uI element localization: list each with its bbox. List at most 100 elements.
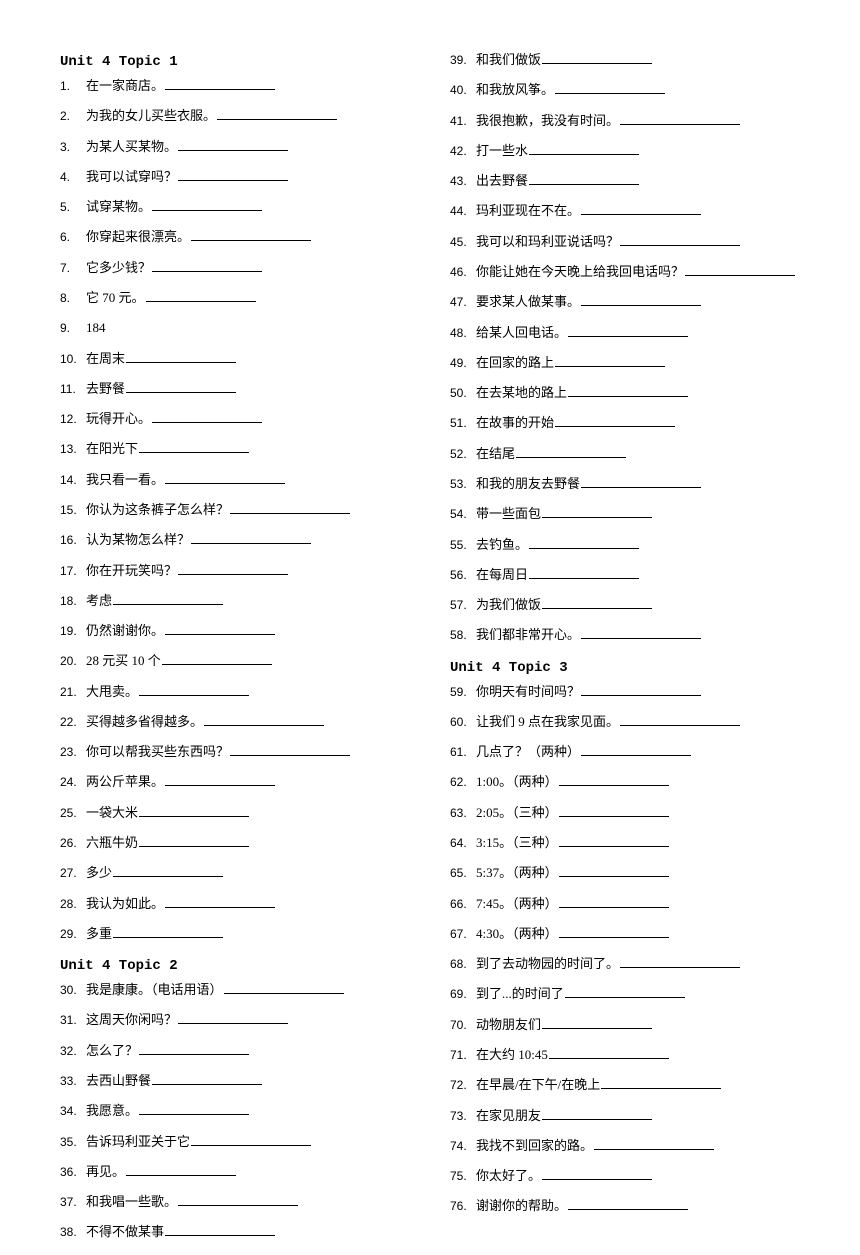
answer-blank[interactable]	[162, 653, 272, 665]
item-text: 不得不做某事	[86, 1224, 164, 1241]
item-text: 给某人回电话。	[476, 325, 567, 342]
answer-blank[interactable]	[204, 714, 324, 726]
answer-blank[interactable]	[559, 835, 669, 847]
answer-blank[interactable]	[542, 1108, 652, 1120]
answer-blank[interactable]	[620, 234, 740, 246]
answer-blank[interactable]	[581, 684, 701, 696]
answer-blank[interactable]	[139, 684, 249, 696]
answer-blank[interactable]	[165, 896, 275, 908]
answer-blank[interactable]	[139, 1043, 249, 1055]
list-item: 34.我愿意。	[60, 1103, 422, 1120]
answer-blank[interactable]	[542, 1017, 652, 1029]
answer-blank[interactable]	[165, 623, 275, 635]
answer-blank[interactable]	[165, 1224, 275, 1236]
item-text: 多少	[86, 865, 112, 882]
item-number: 44.	[450, 204, 476, 220]
list-item: 37.和我唱一些歌。	[60, 1194, 422, 1211]
answer-blank[interactable]	[126, 381, 236, 393]
answer-blank[interactable]	[126, 1164, 236, 1176]
answer-blank[interactable]	[178, 1194, 298, 1206]
answer-blank[interactable]	[568, 325, 688, 337]
answer-blank[interactable]	[555, 415, 675, 427]
answer-blank[interactable]	[549, 1047, 669, 1059]
answer-blank[interactable]	[113, 593, 223, 605]
answer-blank[interactable]	[516, 446, 626, 458]
list-item: 19.仍然谢谢你。	[60, 623, 422, 640]
answer-blank[interactable]	[178, 563, 288, 575]
answer-blank[interactable]	[152, 199, 262, 211]
answer-blank[interactable]	[542, 1168, 652, 1180]
answer-blank[interactable]	[113, 926, 223, 938]
answer-blank[interactable]	[685, 264, 795, 276]
answer-blank[interactable]	[559, 805, 669, 817]
answer-blank[interactable]	[191, 229, 311, 241]
answer-blank[interactable]	[620, 113, 740, 125]
answer-blank[interactable]	[139, 1103, 249, 1115]
answer-blank[interactable]	[529, 173, 639, 185]
answer-blank[interactable]	[152, 411, 262, 423]
answer-blank[interactable]	[581, 203, 701, 215]
item-text: 我是康康。（电话用语）	[86, 982, 223, 999]
item-text: 在去某地的路上	[476, 385, 567, 402]
answer-blank[interactable]	[165, 774, 275, 786]
answer-blank[interactable]	[126, 351, 236, 363]
item-text: 仍然谢谢你。	[86, 623, 164, 640]
answer-blank[interactable]	[568, 385, 688, 397]
item-number: 4.	[60, 170, 86, 186]
answer-blank[interactable]	[620, 714, 740, 726]
answer-blank[interactable]	[559, 774, 669, 786]
answer-blank[interactable]	[139, 441, 249, 453]
answer-blank[interactable]	[230, 744, 350, 756]
answer-blank[interactable]	[146, 290, 256, 302]
item-number: 53.	[450, 477, 476, 493]
list-item: 56.在每周日	[450, 567, 812, 584]
item-text: 认为某物怎么样？	[86, 532, 190, 549]
answer-blank[interactable]	[555, 355, 665, 367]
answer-blank[interactable]	[230, 502, 350, 514]
answer-blank[interactable]	[224, 982, 344, 994]
answer-blank[interactable]	[191, 1134, 311, 1146]
item-number: 23.	[60, 745, 86, 761]
answer-blank[interactable]	[594, 1138, 714, 1150]
answer-blank[interactable]	[542, 597, 652, 609]
list-item: 6.你穿起来很漂亮。	[60, 229, 422, 246]
item-text: 184	[86, 320, 106, 337]
answer-blank[interactable]	[217, 108, 337, 120]
answer-blank[interactable]	[581, 294, 701, 306]
answer-blank[interactable]	[191, 532, 311, 544]
item-text: 你明天有时间吗？	[476, 684, 580, 701]
answer-blank[interactable]	[581, 476, 701, 488]
answer-blank[interactable]	[529, 537, 639, 549]
answer-blank[interactable]	[555, 82, 665, 94]
item-text: 和我放风筝。	[476, 82, 554, 99]
answer-blank[interactable]	[568, 1198, 688, 1210]
answer-blank[interactable]	[565, 986, 685, 998]
answer-blank[interactable]	[152, 260, 262, 272]
answer-blank[interactable]	[559, 865, 669, 877]
answer-blank[interactable]	[542, 52, 652, 64]
answer-blank[interactable]	[139, 835, 249, 847]
answer-blank[interactable]	[620, 956, 740, 968]
answer-blank[interactable]	[542, 506, 652, 518]
item-text: 28 元买 10 个	[86, 653, 161, 670]
item-number: 45.	[450, 235, 476, 251]
list-item: 22.买得越多省得越多。	[60, 714, 422, 731]
answer-blank[interactable]	[113, 865, 223, 877]
answer-blank[interactable]	[165, 472, 285, 484]
answer-blank[interactable]	[581, 744, 691, 756]
answer-blank[interactable]	[601, 1077, 721, 1089]
list-item: 64.3:15。（三种）	[450, 835, 812, 852]
item-number: 40.	[450, 83, 476, 99]
answer-blank[interactable]	[581, 627, 701, 639]
item-text: 玛利亚现在不在。	[476, 203, 580, 220]
answer-blank[interactable]	[178, 139, 288, 151]
answer-blank[interactable]	[559, 896, 669, 908]
answer-blank[interactable]	[529, 567, 639, 579]
answer-blank[interactable]	[178, 1012, 288, 1024]
answer-blank[interactable]	[529, 143, 639, 155]
answer-blank[interactable]	[152, 1073, 262, 1085]
answer-blank[interactable]	[139, 805, 249, 817]
answer-blank[interactable]	[178, 169, 288, 181]
answer-blank[interactable]	[165, 78, 275, 90]
answer-blank[interactable]	[559, 926, 669, 938]
